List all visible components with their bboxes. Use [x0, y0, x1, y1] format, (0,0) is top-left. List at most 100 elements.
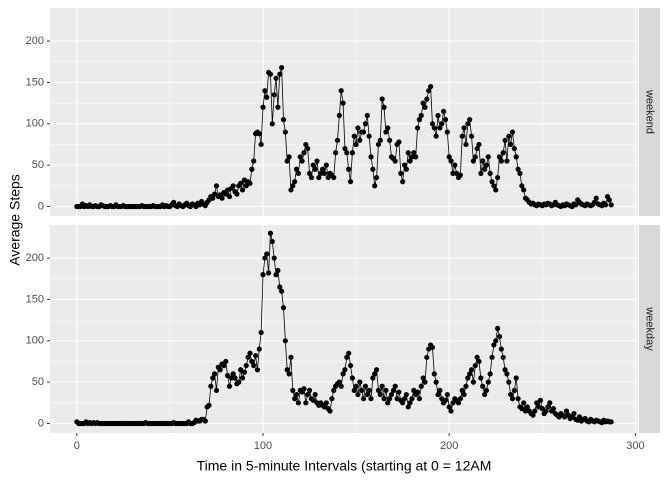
point — [433, 133, 439, 139]
point — [403, 166, 409, 172]
point — [539, 406, 545, 412]
point — [370, 166, 376, 172]
point — [364, 391, 370, 398]
point — [333, 150, 339, 156]
point — [431, 125, 437, 131]
point — [509, 129, 516, 135]
point — [485, 154, 491, 160]
point — [269, 121, 275, 127]
point — [284, 158, 290, 164]
point — [340, 371, 346, 377]
point — [426, 88, 432, 94]
point — [251, 362, 257, 369]
point — [416, 396, 423, 402]
point — [381, 104, 387, 110]
point — [360, 129, 367, 135]
point — [342, 367, 348, 373]
point — [465, 375, 471, 381]
point — [288, 354, 294, 360]
point — [368, 396, 374, 402]
point — [303, 400, 309, 406]
point — [319, 166, 326, 172]
point — [500, 150, 506, 156]
point — [481, 166, 488, 172]
point — [383, 129, 389, 135]
point — [349, 375, 355, 381]
point — [249, 166, 255, 172]
point — [331, 387, 337, 394]
point — [422, 104, 428, 110]
point — [359, 387, 365, 394]
point — [483, 387, 490, 394]
point — [243, 183, 249, 189]
point — [515, 166, 521, 172]
point — [252, 353, 259, 359]
point — [439, 121, 445, 127]
y-tick-label: 100 — [26, 335, 44, 347]
point — [396, 139, 402, 145]
point — [310, 162, 316, 168]
point — [429, 344, 436, 351]
point — [277, 284, 283, 290]
point — [411, 150, 417, 156]
point — [427, 83, 434, 90]
point — [366, 133, 372, 139]
point — [264, 94, 270, 100]
point — [573, 202, 579, 208]
point — [247, 350, 253, 356]
point — [282, 129, 288, 135]
point — [543, 408, 549, 414]
point — [340, 100, 346, 106]
x-tick-label: 200 — [440, 440, 458, 452]
point — [208, 383, 214, 389]
point — [521, 400, 527, 406]
point — [334, 137, 341, 143]
point — [377, 137, 383, 143]
point — [213, 387, 220, 394]
point — [249, 358, 255, 365]
point — [470, 158, 477, 164]
point — [314, 158, 320, 164]
point — [511, 145, 517, 152]
y-tick-label: 100 — [26, 118, 44, 130]
point — [418, 383, 424, 389]
point — [396, 389, 402, 395]
point — [448, 158, 454, 164]
point — [236, 379, 242, 385]
point — [472, 154, 478, 160]
point — [563, 408, 570, 414]
point — [299, 158, 305, 164]
point — [357, 379, 363, 385]
point — [362, 383, 369, 389]
point — [277, 71, 283, 77]
point — [545, 404, 551, 410]
point — [325, 174, 331, 181]
point — [318, 170, 324, 177]
point — [219, 195, 225, 201]
point — [265, 270, 272, 276]
point — [239, 375, 246, 381]
point — [256, 346, 262, 352]
point — [292, 396, 298, 402]
point — [262, 88, 268, 94]
point — [372, 183, 378, 189]
point — [416, 117, 423, 123]
point — [550, 406, 557, 412]
point — [547, 400, 553, 406]
point — [323, 400, 329, 406]
point — [405, 150, 411, 156]
point — [483, 162, 490, 168]
point — [489, 354, 495, 360]
point — [379, 96, 385, 102]
point — [344, 150, 350, 156]
point — [286, 371, 292, 377]
point — [290, 183, 296, 189]
point — [444, 129, 450, 135]
point — [418, 112, 424, 119]
point — [489, 179, 495, 185]
point — [496, 334, 503, 340]
point — [485, 379, 491, 385]
point — [459, 133, 465, 139]
point — [223, 358, 229, 365]
